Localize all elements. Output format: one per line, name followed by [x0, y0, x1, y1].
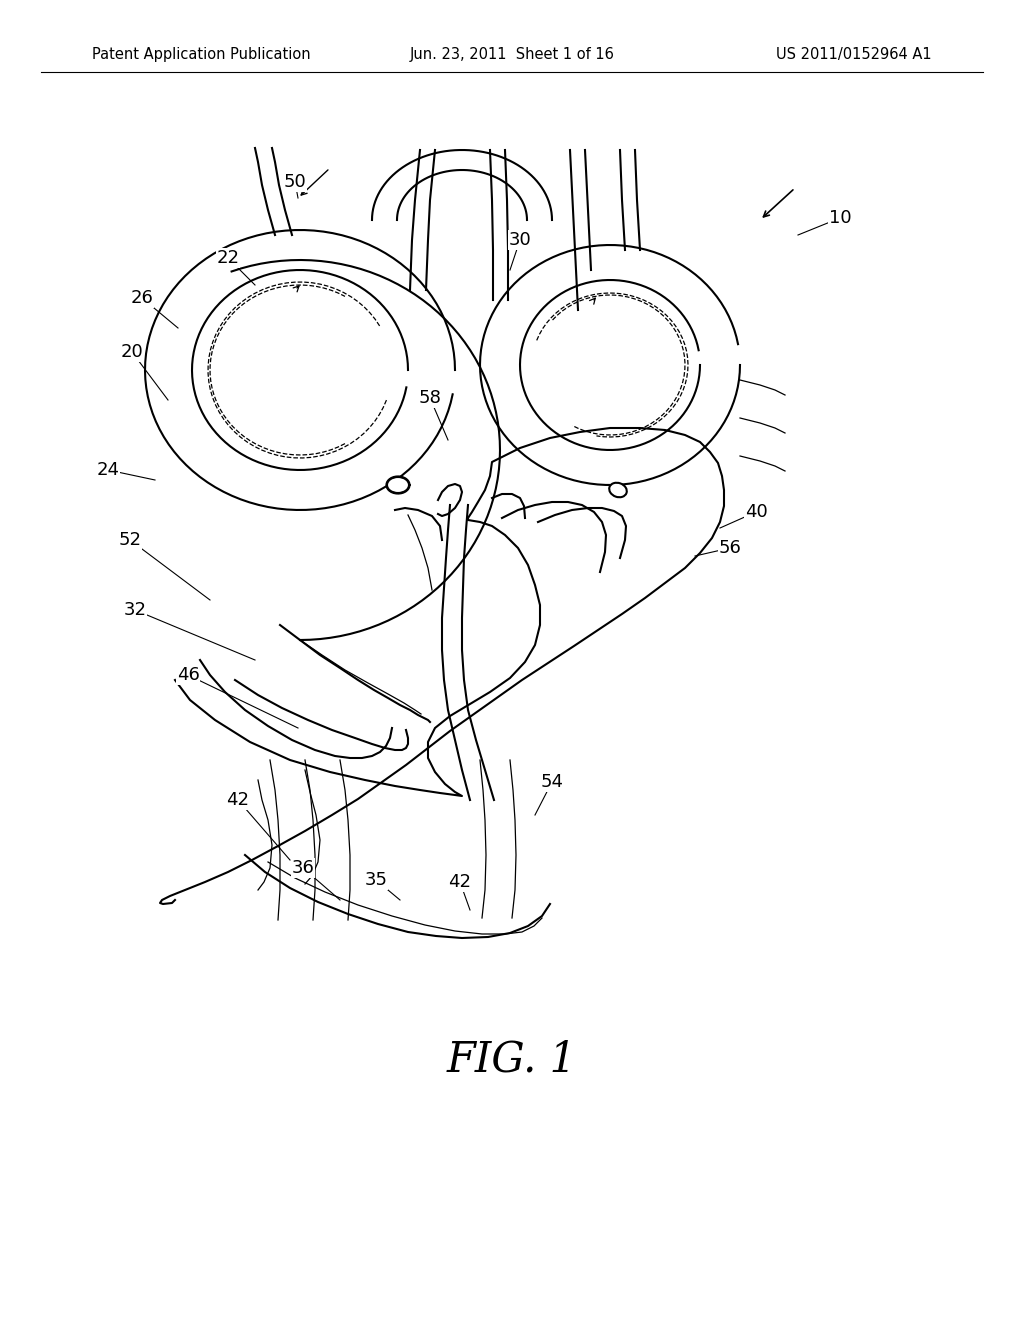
Text: 24: 24	[96, 461, 120, 479]
Text: 26: 26	[131, 289, 154, 308]
Text: 42: 42	[226, 791, 250, 809]
Text: 58: 58	[419, 389, 441, 407]
Text: 54: 54	[541, 774, 563, 791]
Text: 46: 46	[176, 667, 200, 684]
Text: US 2011/0152964 A1: US 2011/0152964 A1	[776, 48, 932, 62]
Text: 20: 20	[121, 343, 143, 360]
Text: Patent Application Publication: Patent Application Publication	[92, 48, 310, 62]
Text: 56: 56	[719, 539, 741, 557]
Ellipse shape	[609, 483, 627, 498]
Text: 36: 36	[292, 859, 314, 876]
Text: 52: 52	[119, 531, 141, 549]
Text: FIG. 1: FIG. 1	[446, 1039, 578, 1081]
Text: 10: 10	[828, 209, 851, 227]
Text: 30: 30	[509, 231, 531, 249]
Ellipse shape	[387, 477, 409, 492]
Text: 42: 42	[449, 873, 471, 891]
Text: 22: 22	[216, 249, 240, 267]
Text: 40: 40	[744, 503, 767, 521]
Text: Jun. 23, 2011  Sheet 1 of 16: Jun. 23, 2011 Sheet 1 of 16	[410, 48, 614, 62]
Text: 35: 35	[365, 871, 387, 888]
Text: 32: 32	[124, 601, 146, 619]
Text: 50: 50	[284, 173, 306, 191]
